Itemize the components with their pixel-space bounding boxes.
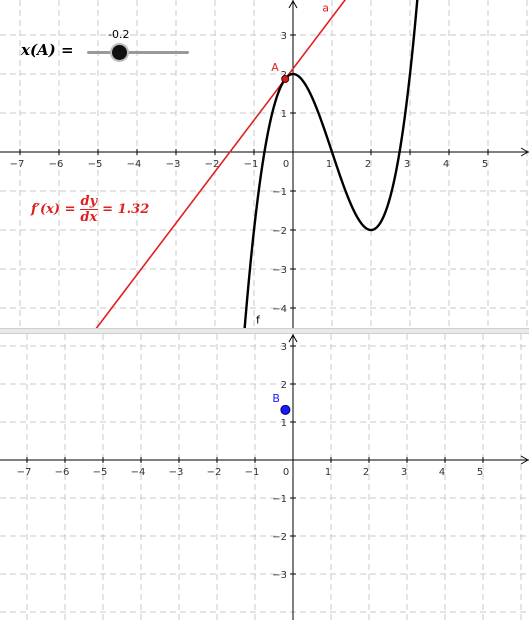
y-axis-arrow: [288, 334, 298, 343]
y-tick-label: −1: [272, 494, 287, 505]
slider-value: -0.2: [108, 28, 130, 41]
x-tick-label: −6: [49, 159, 64, 170]
axes: [0, 0, 529, 328]
axes: [0, 334, 529, 620]
x-tick-label: 0: [283, 467, 289, 478]
fraction-numerator: dy: [79, 194, 99, 210]
x-axis-arrow: [520, 147, 529, 157]
y-tick-label: 1: [281, 109, 287, 120]
x-tick-label: −3: [166, 159, 181, 170]
point-a[interactable]: [281, 74, 290, 83]
y-tick-label: 1: [281, 418, 287, 429]
point-b-label: B: [272, 392, 280, 405]
y-tick-label: 3: [281, 342, 287, 353]
x-tick-label: 5: [482, 159, 488, 170]
x-tick-label: 3: [404, 159, 410, 170]
view-divider[interactable]: [0, 328, 529, 334]
y-tick-label: 3: [281, 31, 287, 42]
x-tick-label: 1: [326, 159, 332, 170]
point-b[interactable]: [280, 404, 291, 415]
x-tick-label: −4: [127, 159, 142, 170]
y-axis-arrow: [288, 0, 298, 9]
x-tick-label: −1: [245, 467, 260, 478]
y-tick-label: −4: [272, 304, 287, 315]
y-tick-label: −2: [272, 532, 287, 543]
x-tick-label: 4: [439, 467, 445, 478]
y-tick-label: −2: [272, 226, 287, 237]
derivative-fraction: dy dx: [79, 194, 99, 225]
x-tick-label: −5: [88, 159, 103, 170]
x-tick-label: 4: [443, 159, 449, 170]
derivative-value: = 1.32: [102, 202, 150, 217]
x-tick-label: 3: [401, 467, 407, 478]
x-axis-arrow: [520, 455, 529, 465]
fraction-denominator: dx: [80, 210, 98, 225]
x-tick-label: −2: [205, 159, 220, 170]
graph-canvas-bottom[interactable]: −7 −6 −5 −4 −3 −2 −1 0 1 2 3 4 5 1 2 3 −1 −2 −3 B: [0, 334, 529, 620]
x-tick-label: 2: [365, 159, 371, 170]
slider-label: x(A) =: [21, 41, 74, 59]
grid-lines: [0, 334, 529, 620]
x-tick-label: −1: [244, 159, 259, 170]
point-a-label: A: [271, 61, 279, 74]
x-tick-label: −4: [131, 467, 146, 478]
tick-labels: −7 −6 −5 −4 −3 −2 −1 0 1 2 3 4 5 1 2 3 −1 −2 −3: [17, 342, 484, 581]
tangent-line-a[interactable]: [59, 0, 371, 328]
grid-lines: [0, 0, 529, 328]
y-tick-label: −3: [272, 265, 287, 276]
function-curve-f[interactable]: [243, 0, 419, 328]
x-tick-label: 5: [477, 467, 483, 478]
x-tick-label: 2: [363, 467, 369, 478]
slider-knob[interactable]: [112, 45, 128, 60]
x-tick-label: 1: [325, 467, 331, 478]
x-tick-label: −2: [207, 467, 222, 478]
y-tick-label: 2: [281, 380, 287, 391]
x-tick-label: −3: [169, 467, 184, 478]
slider-track[interactable]: [87, 51, 189, 54]
derivative-lhs: f′(x) =: [31, 202, 76, 217]
x-tick-label: 0: [283, 159, 289, 170]
line-a-label: a: [322, 2, 329, 15]
x-tick-label: −6: [55, 467, 70, 478]
x-tick-label: −5: [93, 467, 108, 478]
graphics-view-bottom[interactable]: −7 −6 −5 −4 −3 −2 −1 0 1 2 3 4 5 1 2 3 −1 −2 −3 B: [0, 334, 529, 620]
y-tick-label: −3: [272, 570, 287, 581]
x-tick-label: −7: [10, 159, 25, 170]
y-tick-label: −1: [272, 187, 287, 198]
curve-f-label: f: [256, 314, 261, 327]
derivative-formula: f′(x) = dy dx = 1.32: [31, 194, 149, 225]
x-tick-label: −7: [17, 467, 32, 478]
